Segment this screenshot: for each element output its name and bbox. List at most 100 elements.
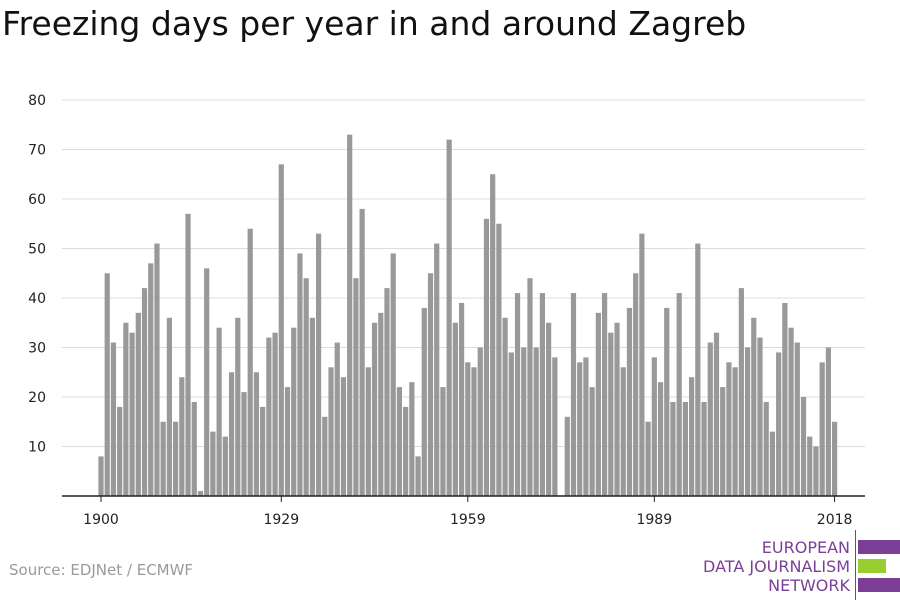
bar-1942 [359, 208, 365, 496]
bar-1988 [645, 421, 651, 496]
bar-1956 [446, 139, 452, 496]
bar-1994 [682, 401, 688, 496]
bar-1908 [148, 263, 154, 496]
bar-1964 [496, 223, 502, 496]
bar-1940 [347, 134, 353, 496]
bar-1951 [415, 456, 421, 496]
source-note: Source: EDJNet / ECMWF [9, 561, 194, 579]
bar-1970 [533, 347, 539, 496]
bar-1903 [117, 406, 123, 496]
bar-1990 [657, 382, 664, 496]
bar-2011 [788, 327, 794, 496]
bar-1912 [173, 421, 179, 496]
logo-line-1: EUROPEAN [761, 538, 850, 557]
bar-2016 [819, 362, 825, 496]
bar-1933 [303, 278, 309, 496]
bar-1938 [334, 342, 340, 496]
bar-2013 [800, 397, 807, 496]
bar-1986 [633, 273, 639, 496]
y-tick-label: 70 [28, 143, 46, 159]
bar-1961 [477, 347, 483, 496]
bar-1923 [241, 392, 247, 496]
bar-1935 [315, 233, 322, 496]
y-tick-label: 10 [28, 440, 46, 456]
bar-2010 [782, 302, 788, 496]
bar-1905 [129, 332, 135, 496]
bar-1939 [340, 377, 347, 496]
bar-2001 [726, 362, 732, 496]
x-tick-label: 1929 [263, 512, 299, 528]
bar-1907 [141, 288, 148, 496]
logo-divider [855, 530, 856, 600]
bar-1983 [614, 322, 620, 496]
logo-bar-3 [858, 578, 900, 592]
bar-1953 [427, 273, 434, 496]
bar-1999 [713, 332, 720, 496]
bar-1911 [166, 317, 172, 496]
x-tick-label: 1959 [450, 512, 486, 528]
bar-1944 [371, 322, 378, 496]
bar-1952 [421, 307, 427, 496]
logo-line-2: DATA JOURNALISM [703, 557, 850, 576]
y-tick-label: 60 [28, 192, 46, 208]
bar-1909 [154, 243, 160, 496]
bar-1941 [353, 278, 359, 496]
bar-1997 [701, 401, 707, 496]
bar-2018 [832, 421, 838, 496]
bar-1965 [502, 317, 508, 496]
bar-1922 [235, 317, 241, 496]
bar-1978 [583, 357, 589, 496]
bar-1977 [577, 362, 583, 496]
bar-1919 [216, 327, 222, 496]
bar-1959 [465, 362, 471, 496]
bar-1949 [403, 406, 409, 496]
bar-2003 [738, 288, 744, 496]
edjnet-logo: EUROPEAN DATA JOURNALISM NETWORK [700, 530, 900, 600]
bar-1979 [589, 387, 595, 496]
bar-2005 [751, 317, 757, 496]
bar-1969 [527, 278, 533, 496]
bar-1934 [309, 317, 315, 496]
bar-1960 [471, 367, 477, 496]
bar-1976 [570, 293, 577, 496]
bar-1995 [689, 377, 695, 496]
bar-1962 [483, 218, 490, 497]
x-tick-label: 1900 [83, 512, 119, 528]
bar-2000 [720, 387, 726, 496]
bar-1948 [396, 387, 403, 496]
bar-2004 [744, 347, 751, 496]
bar-1926 [260, 406, 266, 496]
bar-1973 [552, 357, 558, 496]
bar-2017 [825, 347, 831, 496]
bar-2014 [807, 436, 813, 496]
bar-2006 [757, 337, 763, 496]
bar-1975 [564, 416, 570, 496]
chart-title: Freezing days per year in and around Zag… [2, 4, 747, 43]
bar-2015 [813, 446, 819, 496]
bar-1913 [179, 377, 185, 496]
bar-1984 [620, 367, 626, 496]
bar-1958 [458, 302, 465, 496]
bar-1955 [440, 387, 446, 496]
bar-1947 [390, 253, 396, 496]
y-tick-label: 40 [28, 291, 46, 307]
bar-1991 [664, 307, 670, 496]
bar-1972 [546, 322, 552, 496]
bar-2012 [794, 342, 800, 496]
bar-1992 [670, 401, 676, 496]
logo-bar-2 [858, 559, 886, 573]
axes: 10 20 30 40 50 60 70 80 1900 1929 1959 1989 2018 [28, 93, 865, 528]
bar-1982 [608, 332, 614, 496]
logo-bar-1 [858, 540, 900, 554]
y-tick-label: 20 [28, 390, 46, 406]
bar-1931 [291, 327, 297, 496]
bar-1906 [135, 312, 141, 496]
bar-1966 [508, 352, 514, 496]
y-tick-label: 80 [28, 93, 46, 109]
bar-1904 [123, 322, 129, 496]
bar-1900 [98, 456, 104, 496]
bar-1902 [110, 342, 117, 496]
bar-2007 [763, 401, 769, 496]
bar-1945 [378, 312, 384, 496]
